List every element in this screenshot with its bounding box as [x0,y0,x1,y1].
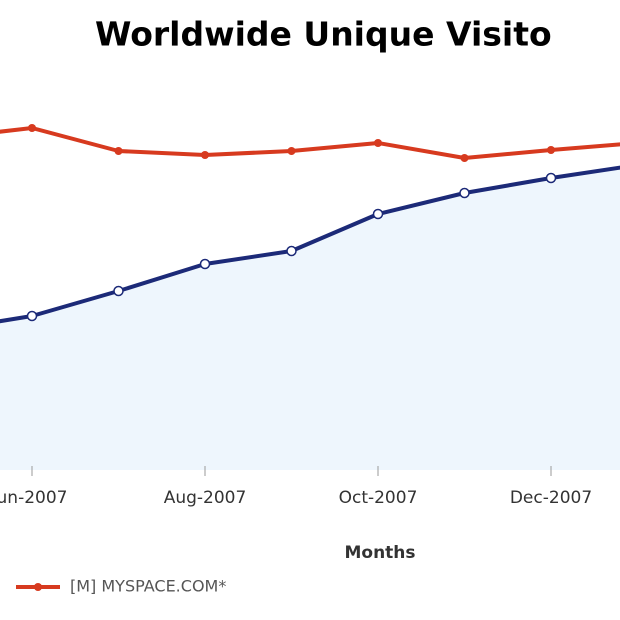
data-point [286,245,297,257]
data-point [460,154,469,162]
data-point [372,208,384,220]
legend-label: [M] MYSPACE.COM* [70,577,226,596]
legend-marker [34,583,42,591]
data-point [199,258,211,270]
x-tick-label: Oct-2007 [339,488,418,508]
data-point [287,147,296,155]
x-tick-label: un-2007 [0,488,67,508]
data-point [28,124,36,132]
data-point [113,285,124,297]
data-point [201,151,209,159]
data-point [545,172,557,184]
data-point [26,310,38,322]
data-point [374,139,382,147]
x-tick-label: Dec-2007 [510,488,592,508]
data-point [547,146,555,154]
x-tick-label: Aug-2007 [164,488,247,508]
data-point [114,147,123,155]
area [0,167,620,470]
x-axis-label: Months [344,543,415,563]
data-point [459,187,470,199]
chart-title: Worldwide Unique Visito [95,15,552,54]
series-line [0,126,620,160]
